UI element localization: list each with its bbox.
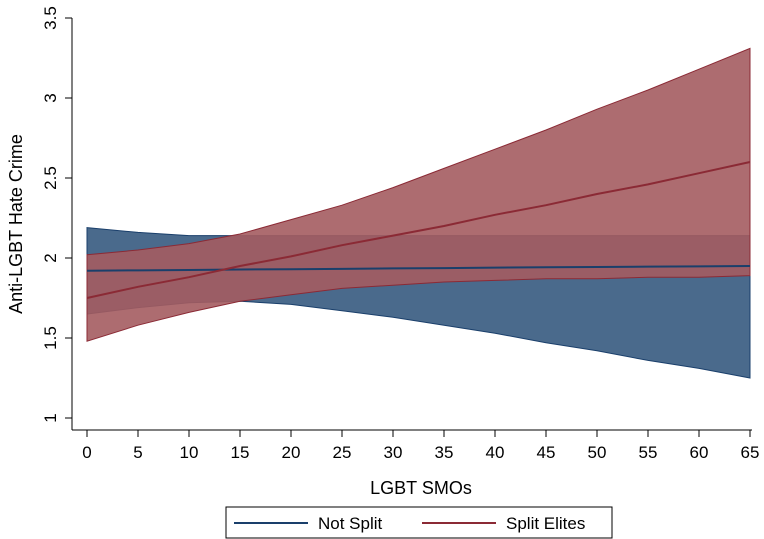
x-tick-label: 30 [384,443,403,462]
x-tick-label: 5 [133,443,142,462]
y-tick-label: 1 [41,413,60,422]
x-tick-label: 55 [639,443,658,462]
x-tick-label: 20 [282,443,301,462]
line-not-split [86,265,751,272]
x-tick-label: 65 [741,443,760,462]
y-tick-label: 1.5 [41,326,60,350]
line-split-elites [86,161,751,299]
y-axis-title: Anti-LGBT Hate Crime [6,134,26,314]
x-tick-label: 35 [435,443,454,462]
y-tick-label: 3.5 [41,6,60,30]
confidence-bands [86,47,751,379]
x-tick-label: 10 [180,443,199,462]
x-tick-label: 0 [82,443,91,462]
x-tick-label: 15 [231,443,250,462]
x-tick-label: 50 [588,443,607,462]
y-tick-label: 2.5 [41,166,60,190]
x-tick-label: 45 [537,443,556,462]
y-tick-label: 3 [41,93,60,102]
mean-lines [86,161,751,299]
axes [71,18,752,431]
legend-label-split-elites: Split Elites [506,514,585,533]
legend: Not Split Split Elites [225,506,613,539]
x-ticks: 0 5 10 15 20 25 30 35 40 45 50 55 60 65 [82,430,759,462]
x-axis-title: LGBT SMOs [370,478,472,498]
x-tick-label: 40 [486,443,505,462]
legend-label-not-split: Not Split [318,514,383,533]
x-tick-label: 25 [333,443,352,462]
x-tick-label: 60 [690,443,709,462]
y-ticks: 1 1.5 2 2.5 3 3.5 [41,6,72,423]
y-tick-label: 2 [41,253,60,262]
